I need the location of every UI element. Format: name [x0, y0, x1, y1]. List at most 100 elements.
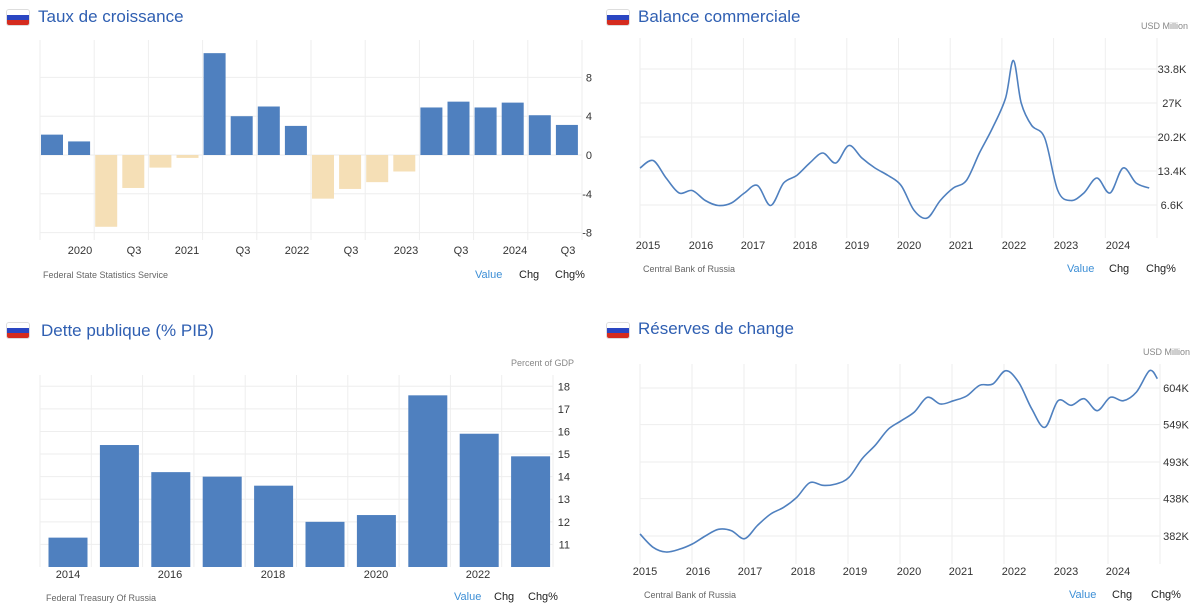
- bar: [312, 155, 334, 199]
- option-value[interactable]: Value: [1067, 263, 1095, 275]
- x-tick-label: 2022: [1002, 240, 1026, 252]
- y-tick-label: -4: [582, 189, 592, 201]
- option-chg[interactable]: Chg: [1109, 263, 1130, 275]
- option-value[interactable]: Value: [454, 591, 482, 603]
- x-tick-label: 2018: [261, 569, 285, 581]
- x-tick-label: 2020: [364, 569, 388, 581]
- x-tick-label: 2019: [845, 240, 869, 252]
- x-tick-label: 2022: [285, 245, 309, 257]
- x-tick-label: Q3: [344, 245, 359, 257]
- y-tick-label: 13.4K: [1158, 166, 1187, 178]
- y-tick-label: 4: [586, 111, 592, 123]
- y-tick-label: 18: [558, 381, 570, 393]
- chart-source[interactable]: Federal Treasury Of Russia: [46, 593, 157, 603]
- option-chg-pct[interactable]: Chg%: [1151, 589, 1181, 601]
- bar: [95, 155, 118, 227]
- y-tick-label: 17: [558, 404, 570, 416]
- x-tick-label: 2024: [1106, 240, 1130, 252]
- bar: [149, 155, 172, 168]
- chart-panel-public-debt: Dette publique (% PIB) Percent of GDP 18…: [0, 302, 600, 604]
- x-tick-label: 2021: [949, 240, 973, 252]
- chart-options: Value Chg Chg%: [1069, 589, 1181, 601]
- bar: [339, 155, 362, 189]
- x-tick-label: 2016: [158, 569, 182, 581]
- chart-unit: USD Million: [1141, 21, 1189, 31]
- y-tick-label: 15: [558, 449, 570, 461]
- chart-source[interactable]: Central Bank of Russia: [643, 264, 736, 274]
- x-tick-label: 2017: [741, 240, 765, 252]
- russia-flag-icon: [7, 323, 29, 338]
- x-tick-label: 2024: [1106, 566, 1130, 578]
- chart-options: Value Chg Chg%: [454, 591, 558, 603]
- bar: [68, 141, 91, 155]
- x-tick-label: 2023: [1054, 566, 1078, 578]
- x-tick-label: 2022: [1002, 566, 1026, 578]
- bar: [459, 433, 499, 567]
- option-chg[interactable]: Chg: [1112, 589, 1133, 601]
- y-tick-label: 493K: [1163, 457, 1189, 469]
- y-tick-label: 13: [558, 494, 570, 506]
- bar: [393, 155, 416, 172]
- x-tick-label: 2015: [636, 240, 660, 252]
- y-tick-label: 382K: [1163, 531, 1189, 543]
- bar: [408, 395, 448, 567]
- bar: [366, 155, 389, 183]
- fx-reserves-line-chart: 604K 549K 493K 438K 382K 2015 2016 2017 2018 2019…: [633, 364, 1190, 578]
- y-tick-label: 438K: [1163, 494, 1189, 506]
- option-chg-pct[interactable]: Chg%: [555, 269, 585, 281]
- series-line: [639, 369, 1159, 553]
- bar: [356, 515, 396, 567]
- x-tick-label: 2019: [843, 566, 867, 578]
- option-value[interactable]: Value: [1069, 589, 1097, 601]
- y-tick-label: 14: [558, 472, 570, 484]
- y-tick-label: 16: [558, 426, 570, 438]
- chart-source[interactable]: Federal State Statistics Service: [43, 270, 169, 280]
- chart-title[interactable]: Balance commerciale: [638, 7, 801, 26]
- russia-flag-icon: [607, 323, 629, 338]
- y-tick-label: -8: [582, 228, 592, 240]
- russia-flag-icon: [7, 10, 29, 25]
- bar: [511, 456, 551, 567]
- x-tick-label: 2022: [466, 569, 490, 581]
- x-tick-label: 2018: [791, 566, 815, 578]
- option-chg[interactable]: Chg: [519, 269, 540, 281]
- x-tick-label: 2023: [1054, 240, 1078, 252]
- public-debt-bar-chart: 18 17 16 15 14 13 12 11 2014 2016 2018 2020 2022: [39, 375, 570, 581]
- y-tick-label: 604K: [1163, 383, 1189, 395]
- x-tick-label: 2014: [56, 569, 80, 581]
- y-tick-label: 11: [559, 539, 570, 551]
- chart-title[interactable]: Réserves de change: [638, 319, 794, 338]
- chart-unit: Percent of GDP: [511, 358, 575, 368]
- chart-title[interactable]: Dette publique (% PIB): [41, 321, 214, 340]
- x-tick-label: Q3: [236, 245, 251, 257]
- chart-options: Value Chg Chg%: [475, 269, 585, 281]
- option-chg[interactable]: Chg: [494, 591, 515, 603]
- y-tick-label: 20.2K: [1158, 132, 1187, 144]
- chart-source[interactable]: Central Bank of Russia: [644, 590, 737, 600]
- x-tick-label: 2016: [686, 566, 710, 578]
- x-tick-label: 2016: [689, 240, 713, 252]
- bar: [305, 521, 345, 567]
- y-tick-label: 12: [558, 517, 570, 529]
- bar: [528, 115, 551, 155]
- y-tick-label: 0: [586, 150, 592, 162]
- chart-panel-trade-balance: Balance commerciale USD Million 33.8K 27K…: [600, 0, 1200, 302]
- bar: [41, 134, 63, 155]
- bar: [151, 472, 191, 567]
- growth-bar-chart: 8 4 0 -4 -8 2020 Q3 2021 Q3 2022 Q3 2023 Q3 2024 Q3: [39, 40, 592, 257]
- option-chg-pct[interactable]: Chg%: [528, 591, 558, 603]
- bar: [284, 125, 307, 155]
- x-tick-label: Q3: [127, 245, 142, 257]
- bar: [474, 107, 497, 155]
- chart-title[interactable]: Taux de croissance: [38, 7, 184, 26]
- option-value[interactable]: Value: [475, 269, 503, 281]
- chart-options: Value Chg Chg%: [1067, 263, 1176, 275]
- x-tick-label: 2020: [897, 566, 921, 578]
- option-chg-pct[interactable]: Chg%: [1146, 263, 1176, 275]
- bar: [99, 445, 139, 567]
- trade-balance-line-chart: 33.8K 27K 20.2K 13.4K 6.6K 2015 2016 2017 2018 20…: [636, 38, 1187, 252]
- x-tick-label: 2017: [738, 566, 762, 578]
- chart-panel-fx-reserves: Réserves de change USD Million 604K 549K 4…: [600, 302, 1200, 604]
- y-tick-label: 6.6K: [1161, 200, 1184, 212]
- y-tick-label: 8: [586, 72, 592, 84]
